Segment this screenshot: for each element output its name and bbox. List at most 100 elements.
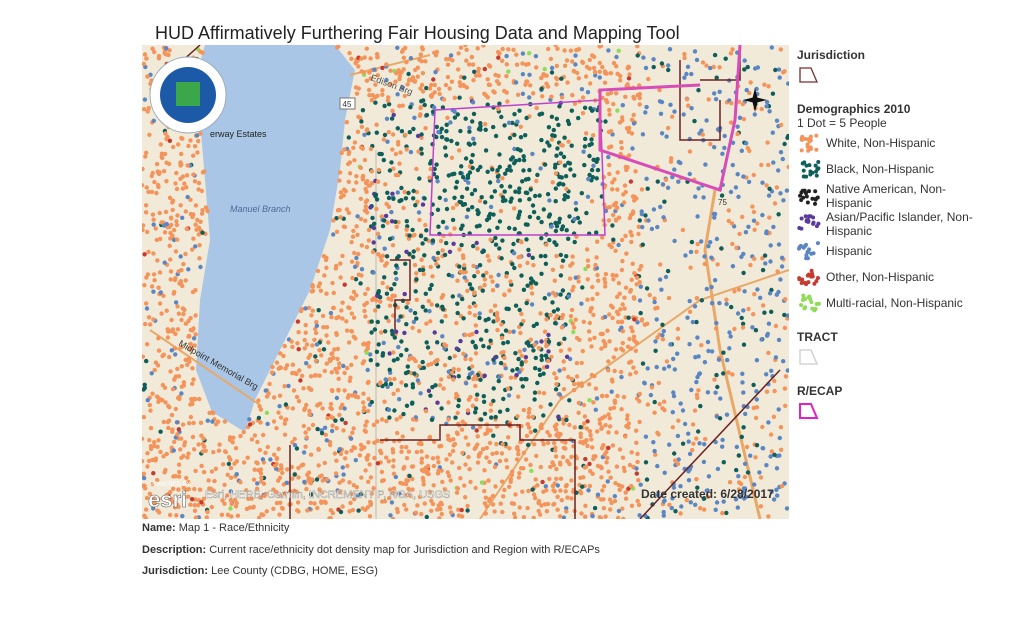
dot [660,182,666,187]
dot [164,179,169,184]
dot [473,345,479,350]
dot [526,252,532,258]
dot [386,459,391,464]
dot [593,262,598,268]
dot [391,350,396,355]
dot [355,232,360,237]
dot [524,433,530,439]
dot [179,364,184,369]
dot [180,513,185,519]
dot [445,62,451,67]
dot [579,301,584,306]
dot [497,152,502,157]
dot [322,368,327,374]
dot [585,258,591,263]
dot [456,403,461,409]
dot [752,227,757,232]
dot [482,411,488,416]
legend-section-title: R/ECAP [797,384,843,398]
dot [152,500,157,506]
swatch-dot [815,167,820,172]
dot [617,120,623,125]
dot [438,238,444,244]
dot [687,467,692,472]
dot [470,370,475,375]
dot [758,475,764,480]
dot [344,120,349,125]
dot [165,335,171,340]
dot [678,511,683,516]
dot [368,56,373,61]
dot [486,63,492,68]
dot [558,142,564,148]
dot [754,397,759,402]
dot [389,209,394,215]
dot [467,129,472,134]
dot [760,303,766,308]
dot [605,479,610,484]
footer-value: Map 1 - Race/Ethnicity [178,522,290,534]
dot [461,316,466,321]
dot [689,239,695,245]
dot [315,505,320,511]
dot [191,172,196,177]
dot [615,393,620,399]
dot [660,333,665,338]
dot [450,273,455,279]
dot [150,212,156,217]
dot [261,481,267,486]
dot [418,105,423,111]
dot [447,249,453,254]
dot [164,46,169,51]
dot [626,421,631,426]
dot [516,190,522,195]
legend-section-title: TRACT [797,330,838,344]
dot [487,228,492,233]
dot [465,508,470,513]
dot [670,410,675,415]
dot [629,450,634,455]
dot [655,463,660,469]
dot [753,328,759,333]
dot [616,482,622,488]
dot [314,477,320,482]
dot [142,283,147,288]
dot [525,505,530,511]
dot [597,75,602,80]
dot [328,508,334,513]
dot [663,274,669,280]
dot [614,430,619,435]
dot [717,416,723,421]
dot [280,506,285,511]
dot [740,101,746,107]
dot [367,514,373,519]
dot [424,514,429,519]
dot [702,261,707,267]
dot [449,138,454,144]
dot [657,87,662,93]
dot [528,430,533,435]
dot [452,109,457,114]
dot [376,167,381,173]
dot [655,430,660,435]
dot [217,442,222,447]
dot [335,346,341,352]
dot [399,339,404,344]
legend-item: Black, Non-Hispanic [797,156,987,182]
dot [458,476,463,481]
legend-swatch [799,293,821,313]
dot [585,297,590,302]
dot [631,337,637,343]
dot [539,236,544,241]
dot [338,509,344,515]
dot [738,494,743,499]
dot [257,495,263,500]
dot [696,354,701,359]
dot [540,479,545,485]
dot [258,420,263,425]
dot [347,50,352,56]
dot [612,400,618,405]
swatch-dot [800,297,805,302]
dot [484,270,489,275]
dot [377,151,382,157]
